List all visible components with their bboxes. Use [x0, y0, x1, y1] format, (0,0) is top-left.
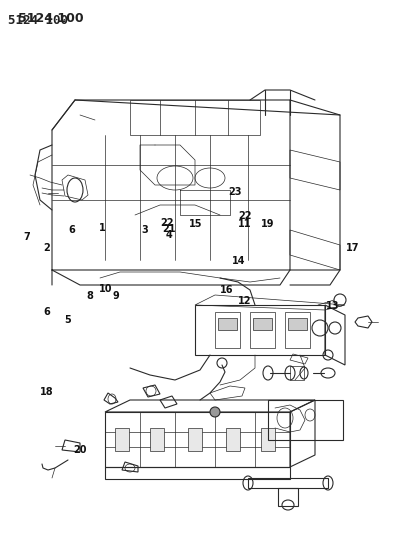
Text: 6: 6 — [68, 225, 75, 235]
Text: 19: 19 — [260, 219, 274, 229]
Text: 1: 1 — [99, 223, 105, 233]
Text: 11: 11 — [238, 219, 252, 229]
Text: 20: 20 — [73, 446, 86, 455]
Text: 17: 17 — [346, 243, 360, 253]
Bar — [150, 428, 164, 451]
Bar — [195, 305, 325, 355]
Bar — [250, 312, 275, 348]
Bar — [105, 412, 290, 467]
Text: 15: 15 — [189, 219, 203, 229]
Text: 12: 12 — [238, 296, 252, 306]
Bar — [115, 428, 129, 451]
Text: 21: 21 — [162, 224, 176, 234]
Text: 7: 7 — [23, 232, 30, 242]
Ellipse shape — [210, 407, 220, 417]
Text: 5124 100: 5124 100 — [18, 12, 84, 25]
Text: 3: 3 — [142, 225, 148, 235]
Bar — [188, 428, 202, 451]
Bar — [290, 366, 304, 380]
Text: 2: 2 — [44, 243, 50, 253]
Text: 13: 13 — [326, 302, 339, 311]
Text: 23: 23 — [228, 187, 242, 197]
Bar — [226, 428, 240, 451]
Text: 22: 22 — [160, 218, 174, 228]
Text: 14: 14 — [232, 256, 246, 266]
Bar — [215, 312, 240, 348]
Bar — [278, 488, 298, 506]
Bar — [261, 428, 275, 451]
Text: 9: 9 — [113, 291, 120, 301]
Bar — [248, 478, 328, 488]
Text: 6: 6 — [44, 307, 50, 317]
Text: 18: 18 — [40, 387, 54, 397]
Text: 10: 10 — [99, 285, 113, 294]
Text: 5124 100: 5124 100 — [8, 14, 68, 27]
Bar — [285, 312, 310, 348]
Text: 22: 22 — [238, 211, 252, 221]
Bar — [105, 467, 290, 479]
Text: 4: 4 — [166, 230, 173, 239]
Text: 5: 5 — [64, 315, 71, 325]
Text: 16: 16 — [220, 286, 233, 295]
Bar — [218, 318, 237, 330]
Bar — [288, 318, 307, 330]
Text: 8: 8 — [86, 291, 93, 301]
Bar — [268, 400, 343, 440]
Bar — [253, 318, 272, 330]
